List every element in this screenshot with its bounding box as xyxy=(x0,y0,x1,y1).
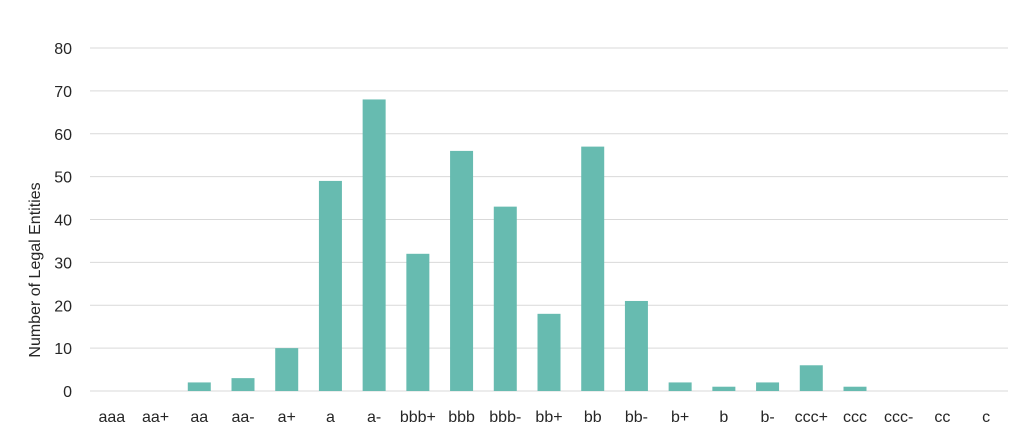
bar-a+ xyxy=(275,348,299,391)
y-tick-label: 40 xyxy=(54,213,72,230)
y-tick-label: 70 xyxy=(54,84,72,101)
bar-bbb- xyxy=(493,206,517,391)
x-tick-label: ccc+ xyxy=(795,409,828,426)
x-tick-label: b- xyxy=(760,409,774,426)
x-axis-ticks: aaa aa+ aa aa-a+ a a-bbb+ bbb bbb-bb+ bb bb-b+ b b-… xyxy=(99,409,991,426)
y-tick-label: 60 xyxy=(54,127,72,144)
bar-ccc xyxy=(843,386,867,391)
y-tick-label: 0 xyxy=(63,384,72,401)
y-axis-title: Number of Legal Entities xyxy=(27,182,44,357)
bar-a xyxy=(318,180,342,391)
bar-aa- xyxy=(231,378,255,391)
bar-bbb+ xyxy=(406,253,430,391)
bar-b xyxy=(712,386,736,391)
x-tick-label: aa+ xyxy=(142,409,169,426)
x-tick-label: a xyxy=(326,409,335,426)
x-tick-label: bb- xyxy=(625,409,648,426)
x-tick-label: aaa xyxy=(99,409,126,426)
y-tick-label: 20 xyxy=(54,298,72,315)
y-tick-label: 30 xyxy=(54,255,72,272)
x-tick-label: a- xyxy=(367,409,381,426)
y-axis-ticks: 0 10 20 30 40 50 60 70 80 xyxy=(54,41,72,401)
x-tick-label: a+ xyxy=(278,409,296,426)
x-tick-label: aa- xyxy=(231,409,254,426)
x-tick-label: aa xyxy=(190,409,208,426)
bar-b- xyxy=(756,382,780,391)
x-tick-label: ccc xyxy=(843,409,867,426)
x-tick-label: ccc- xyxy=(884,409,913,426)
x-tick-label: bb+ xyxy=(535,409,562,426)
bar-bb xyxy=(581,146,605,391)
bar-a- xyxy=(362,99,386,391)
y-tick-label: 80 xyxy=(54,41,72,58)
x-tick-label: b xyxy=(719,409,728,426)
x-tick-label: cc xyxy=(934,409,950,426)
y-tick-label: 10 xyxy=(54,341,72,358)
gridlines xyxy=(90,47,1008,392)
bar-ccc+ xyxy=(799,365,823,391)
x-tick-label: bbb+ xyxy=(400,409,436,426)
x-tick-label: b+ xyxy=(671,409,689,426)
y-tick-label: 50 xyxy=(54,170,72,187)
bar-b+ xyxy=(668,382,692,391)
x-tick-label: bbb xyxy=(448,409,475,426)
bar-bb- xyxy=(624,300,648,391)
bar-aa xyxy=(187,382,211,391)
bar-bb+ xyxy=(537,313,561,391)
x-tick-label: bb xyxy=(584,409,602,426)
x-tick-label: bbb- xyxy=(489,409,521,426)
x-tick-label: c xyxy=(982,409,990,426)
bar-bbb xyxy=(450,150,474,391)
bars xyxy=(187,99,867,391)
